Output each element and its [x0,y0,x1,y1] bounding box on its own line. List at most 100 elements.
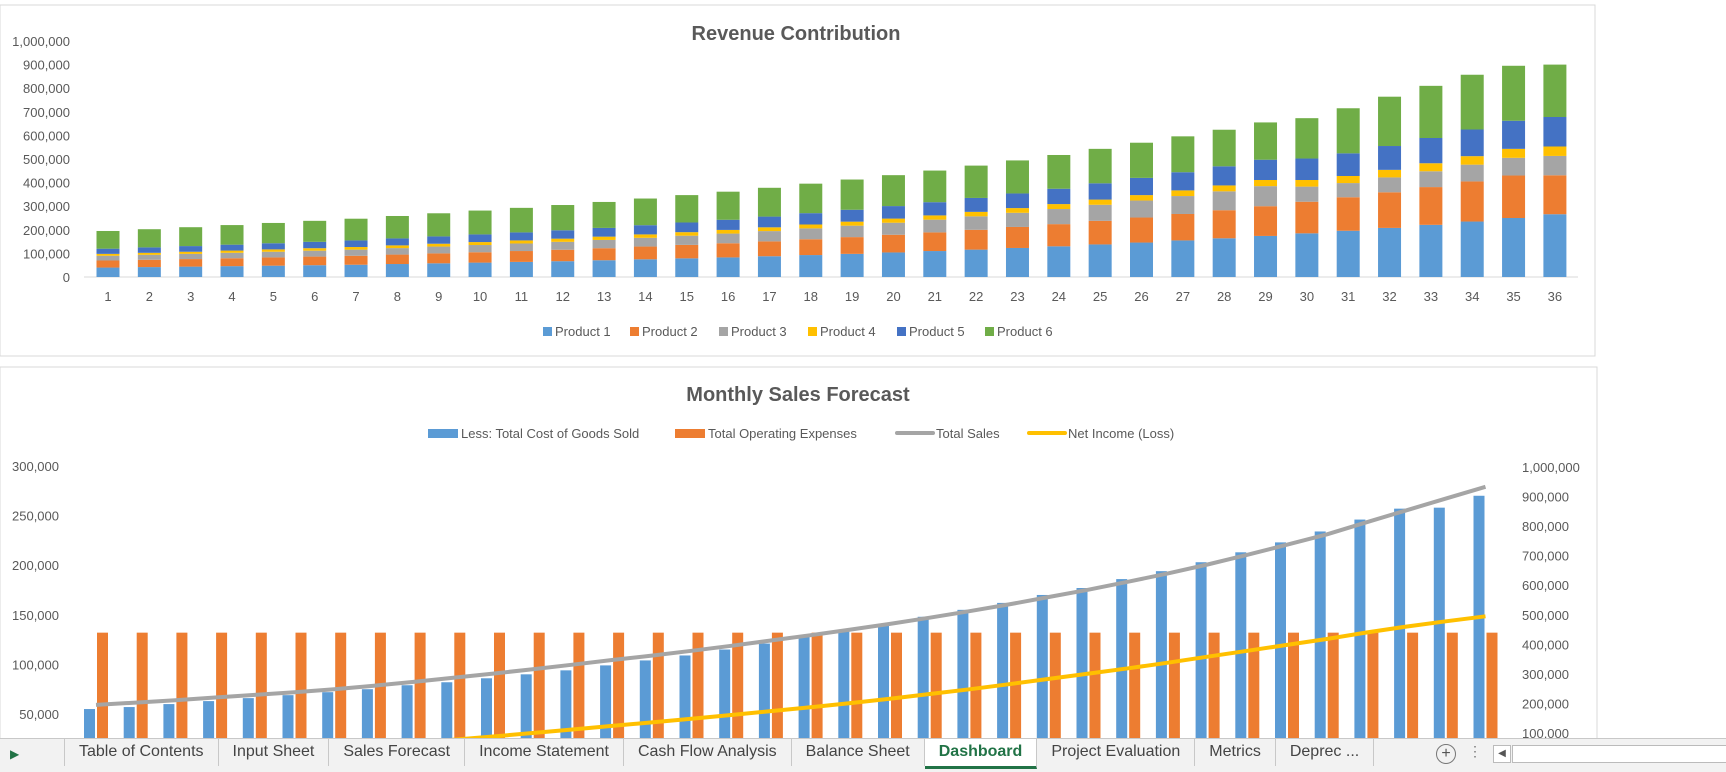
chart1-bar-product-6 [1378,96,1402,147]
chart1-legend-swatch [719,327,728,336]
chart1-bar-product-3 [1419,171,1443,188]
chart1-bar-product-1 [303,265,327,277]
chart2-bar-total-operating-expenses [216,632,228,738]
chart1-bar-product-1 [840,253,864,277]
chart1-bar-product-3 [1543,155,1567,176]
plus-circle-icon[interactable]: + [1436,744,1456,764]
chart2-bar-less-total-cost-of-goods-sold [838,630,850,738]
chart2-title: Monthly Sales Forecast [686,384,910,406]
chart1-x-tick-label: 24 [1052,289,1066,304]
chart1-bar-product-6 [96,230,120,249]
sheet-tab[interactable]: Project Evaluation [1037,739,1196,766]
chart1-bar-product-5 [1130,177,1153,196]
chart1-x-tick-label: 4 [228,289,235,304]
chart1-title: Revenue Contribution [692,23,901,45]
chart1-bar-product-2 [344,255,368,265]
chart2-bar-total-operating-expenses [970,632,982,738]
chart1-bar-product-5 [1295,158,1319,181]
chart2-bar-total-operating-expenses [613,632,625,738]
chart1-x-tick-label: 33 [1424,289,1438,304]
chart2-right-y-tick-label: 600,000 [1522,578,1569,593]
chart2-bar-total-operating-expenses [652,632,664,738]
chart1-bar-product-1 [1212,238,1236,277]
chart2-right-y-tick-label: 800,000 [1522,519,1569,534]
chart1-x-tick-label: 16 [721,289,735,304]
chart2-bar-less-total-cost-of-goods-sold [1354,519,1366,738]
chart2-legend-label: Less: Total Cost of Goods Sold [461,426,639,441]
chart1-y-tick-label: 700,000 [23,105,70,120]
sheet-tab[interactable]: Table of Contents [64,739,219,766]
sheet-nav-right-icon[interactable]: ▶ [10,747,20,761]
chart1-bar-product-6 [1419,85,1443,138]
chart2-bar-less-total-cost-of-goods-sold [639,660,651,738]
chart1-bar-product-6 [757,187,781,217]
chart1-bar-product-6 [592,201,616,228]
chart2-bar-less-total-cost-of-goods-sold [1275,542,1286,738]
chart2-legend-label: Net Income (Loss) [1068,426,1174,441]
chart2-right-y-tick-label: 700,000 [1522,549,1569,564]
chart1-x-tick-label: 28 [1217,289,1231,304]
chart1-x-tick-label: 13 [597,289,611,304]
chart1-bar-product-4 [1047,204,1071,210]
chart2-bar-less-total-cost-of-goods-sold [203,701,215,738]
sheet-tab[interactable]: Income Statement [465,739,624,766]
chart1-bar-product-1 [344,264,368,277]
chart1-bar-product-3 [1378,177,1402,193]
chart1-bar-product-3 [385,248,409,255]
chart1-x-tick-label: 15 [680,289,694,304]
sheet-tabs: Table of Contents Input Sheet Sales Foreca… [64,739,1375,770]
revenue-contribution-chart[interactable]: Revenue Contribution 0 100,000 200,000 300,… [0,0,1726,372]
chart2-bar-total-operating-expenses [732,632,744,738]
chart2-bar-total-operating-expenses [533,632,545,738]
sheet-tab[interactable]: Input Sheet [219,739,330,766]
chart1-bar-product-3 [1171,196,1195,214]
chart1-bar-product-4 [1005,208,1029,213]
chart1-bar-product-5 [1047,188,1071,205]
sheet-tab[interactable]: Dashboard [924,739,1038,769]
chart1-bar-product-6 [1171,136,1195,173]
chart1-bar-product-2 [757,241,781,257]
chart1-bar-product-2 [179,259,203,267]
sheet-tab[interactable]: Deprec ... [1276,739,1375,766]
chart1-y-tick-label: 300,000 [23,199,70,214]
chart1-bar-product-5 [633,225,657,235]
monthly-sales-forecast-chart[interactable]: Monthly Sales Forecast Less: Total Cost … [0,0,1726,738]
chart1-x-tick-label: 25 [1093,289,1107,304]
chart1-bar-product-5 [1212,166,1236,186]
chart2-bar-less-total-cost-of-goods-sold [600,665,612,738]
sheet-tab[interactable]: Sales Forecast [329,739,466,766]
chart1-bar-product-3 [427,246,451,254]
chart2-bar-less-total-cost-of-goods-sold [401,685,413,738]
more-options-icon[interactable]: ⋮ [1468,743,1482,759]
chart1-bar-product-4 [1295,180,1319,187]
chart1-x-tick-label: 19 [845,289,859,304]
chart1-bar-product-1 [1005,247,1029,277]
chart1-bar-product-1 [137,267,161,277]
chart1-bar-product-3 [1130,200,1153,218]
scroll-left-icon[interactable]: ◀ [1493,745,1511,763]
sheet-tab[interactable]: Balance Sheet [792,739,925,766]
chart1-bar-product-6 [1543,64,1567,117]
chart1-x-tick-label: 3 [187,289,194,304]
chart1-bar-product-2 [1005,226,1029,248]
chart1-x-tick-label: 8 [394,289,401,304]
chart1-x-tick-label: 31 [1341,289,1355,304]
chart1-bar-product-1 [220,266,244,277]
chart2-bar-less-total-cost-of-goods-sold [520,674,532,738]
sheet-tab[interactable]: Metrics [1195,739,1276,766]
horizontal-scrollbar[interactable] [1512,745,1726,763]
chart1-bar-product-4 [592,236,616,240]
sheet-tab[interactable]: Cash Flow Analysis [624,739,792,766]
chart1-bar-product-2 [96,260,120,268]
chart1-x-tick-label: 17 [762,289,776,304]
chart1-bar-product-2 [303,256,327,266]
chart1-bar-product-3 [964,216,988,230]
chart2-bar-total-operating-expenses [851,632,863,738]
chart1-bar-product-2 [840,237,864,254]
chart1-bar-product-6 [303,220,327,242]
chart1-bar-product-3 [261,251,285,258]
chart1-bar-product-1 [1460,221,1484,277]
chart2-left-y-tick-label: 250,000 [12,509,59,524]
chart2-bar-less-total-cost-of-goods-sold [322,692,334,738]
chart1-bar-product-2 [1254,206,1278,236]
